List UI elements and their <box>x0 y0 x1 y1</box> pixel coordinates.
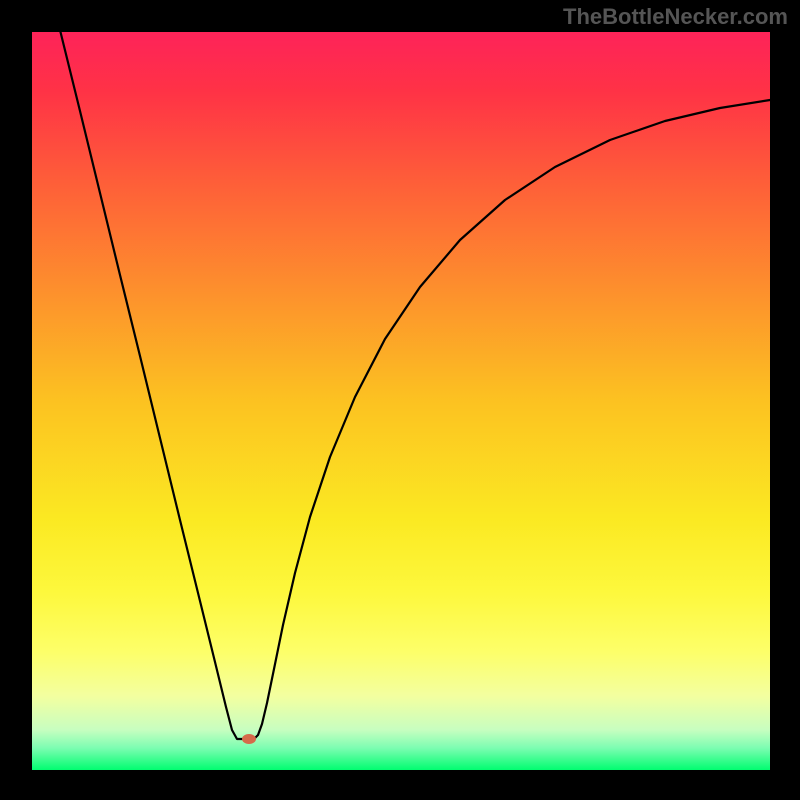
bottleneck-chart <box>0 0 800 800</box>
attribution-text: TheBottleNecker.com <box>563 4 788 30</box>
chart-container: TheBottleNecker.com <box>0 0 800 800</box>
minimum-marker <box>242 734 256 744</box>
plot-background <box>32 32 770 770</box>
